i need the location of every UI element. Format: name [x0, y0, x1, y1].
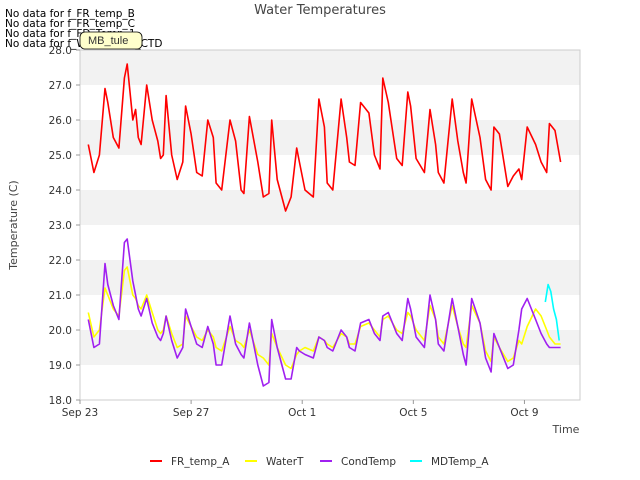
y-tick-label: 18.0 [49, 395, 72, 407]
x-axis-ticks: Sep 23 Sep 27 Oct 1 Oct 5 Oct 9 [62, 400, 539, 419]
x-tick-label: Sep 27 [173, 407, 210, 419]
x-tick-label: Sep 23 [62, 407, 99, 419]
series-line-mdtemp-a [544, 283, 560, 341]
legend-item: FR_temp_A [150, 456, 230, 468]
grid-band [80, 225, 580, 260]
y-tick-label: 24.0 [49, 185, 72, 197]
y-tick-label: 23.0 [49, 220, 72, 232]
grid-band [80, 330, 580, 365]
y-tick-label: 19.0 [49, 360, 72, 372]
tooltip-box: MB_tule [79, 31, 143, 50]
background-bands [80, 50, 580, 400]
grid-band [80, 365, 580, 400]
legend-label: CondTemp [341, 456, 396, 468]
legend-label: MDTemp_A [431, 456, 489, 468]
tooltip-label: MB_tule [88, 35, 128, 47]
chart-title: Water Temperatures [254, 3, 386, 18]
no-data-message-3: No data for f_FD_Temp_1 [5, 28, 136, 40]
no-data-message-2: No data for f_FR_temp_C [5, 18, 135, 30]
grid-band [80, 260, 580, 295]
grid-band [80, 120, 580, 155]
x-tick-label: Oct 5 [399, 407, 427, 419]
legend-label: WaterT [266, 456, 304, 468]
grid-band [80, 295, 580, 330]
legend-label: FR_temp_A [171, 456, 230, 468]
series-line-fr-temp-a [87, 63, 562, 212]
y-axis-label: Temperature (C) [7, 180, 20, 270]
x-tick-label: Oct 1 [288, 407, 316, 419]
x-axis-label: Time [552, 423, 580, 436]
y-tick-label: 21.0 [49, 290, 72, 302]
no-data-message-1: No data for f_FR_temp_B [5, 8, 135, 20]
y-tick-label: 26.0 [49, 115, 72, 127]
series-line-condtemp [87, 238, 561, 387]
y-tick-label: 22.0 [49, 255, 72, 267]
y-tick-label: 27.0 [49, 80, 72, 92]
y-tick-label: 20.0 [49, 325, 72, 337]
grid-band [80, 190, 580, 225]
legend: FR_temp_A WaterT CondTemp MDTemp_A [150, 456, 489, 468]
y-tick-label: 28.0 [49, 45, 72, 57]
legend-item: WaterT [245, 456, 304, 468]
grid-band [80, 50, 580, 85]
y-tick-label: 25.0 [49, 150, 72, 162]
series-lines [87, 63, 562, 387]
legend-item: CondTemp [320, 456, 396, 468]
y-axis-ticks: 18.0 19.0 20.0 21.0 22.0 23.0 24.0 25.0 26.0 27.0… [49, 45, 80, 407]
legend-item: MDTemp_A [410, 456, 489, 468]
grid-band [80, 85, 580, 120]
x-tick-label: Oct 9 [510, 407, 538, 419]
grid-band [80, 155, 580, 190]
